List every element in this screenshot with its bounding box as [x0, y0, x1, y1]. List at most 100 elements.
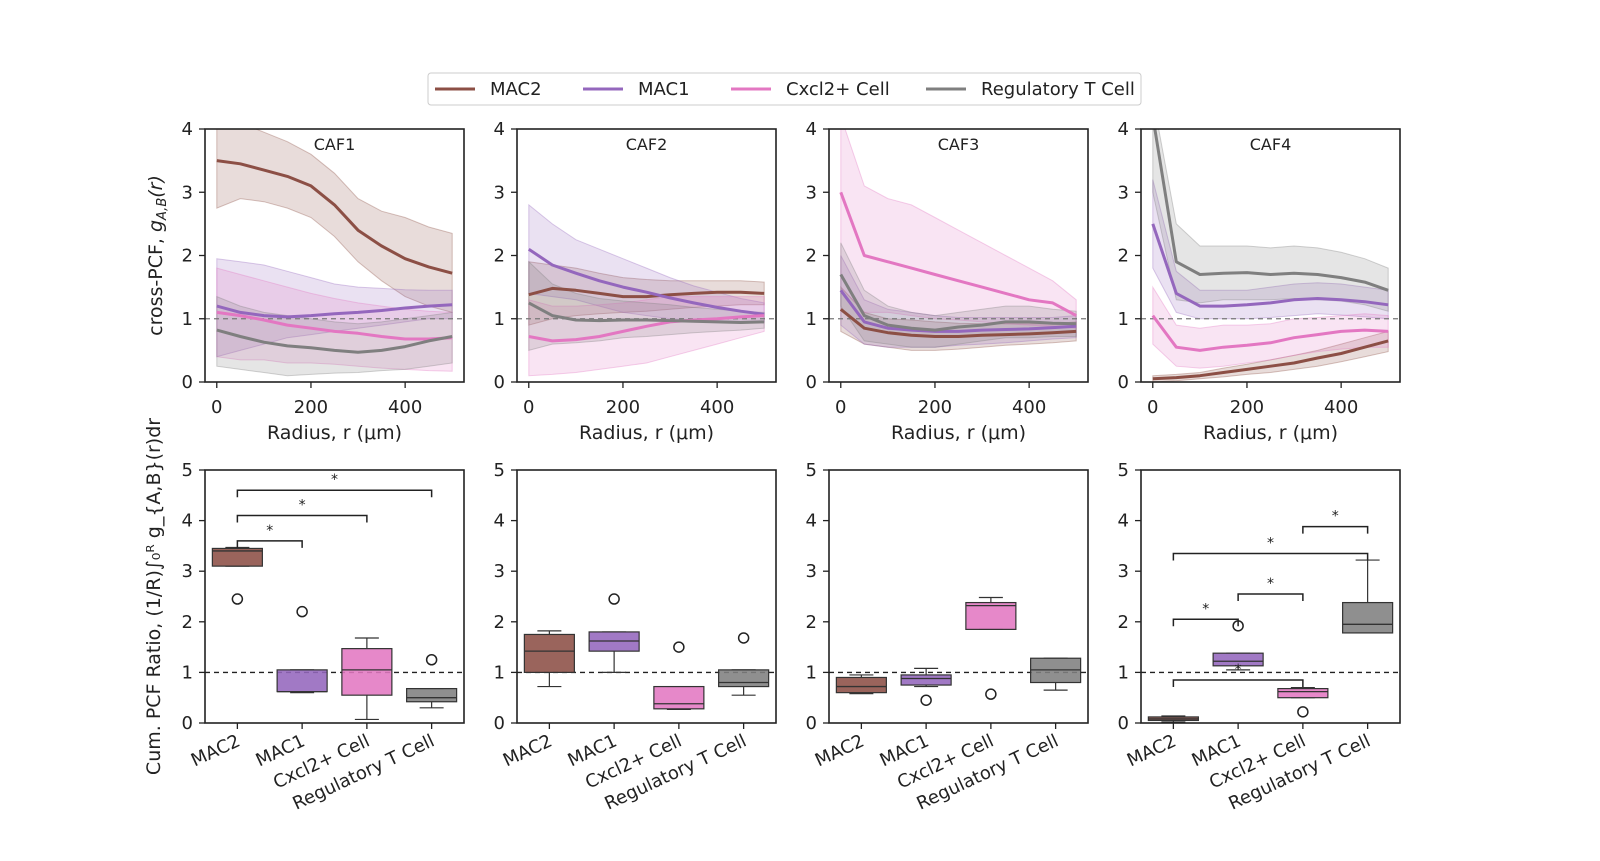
x-tick-label: 400: [1012, 397, 1046, 418]
legend-label-0: MAC2: [490, 79, 542, 100]
line-mac2: [216, 159, 453, 275]
x-axis-label: Radius, r (μm): [891, 422, 1026, 444]
y-tick-label: 3: [1118, 182, 1129, 203]
box-regulatory-t-cell: [718, 632, 770, 696]
box-regulatory-t-cell: [1342, 559, 1394, 634]
x-tick-label: MAC2: [1124, 730, 1180, 771]
y-tick-label: 5: [806, 460, 817, 481]
line-mac2: [528, 286, 765, 299]
panel-title: CAF2: [626, 135, 668, 154]
line-regulatory-t-cell: [216, 328, 453, 354]
y-tick-label: 0: [1118, 713, 1129, 734]
x-tick-label: 200: [1230, 397, 1264, 418]
outlier: [737, 632, 750, 644]
legend-label-3: Regulatory T Cell: [981, 79, 1135, 100]
panel-frame: [1140, 128, 1401, 383]
band-cxcl2-cell: [840, 129, 1077, 329]
x-tick-label: 400: [388, 397, 422, 418]
x-tick-label: 0: [211, 397, 222, 418]
x-tick-label: 0: [1147, 397, 1158, 418]
legend-label-1: MAC1: [638, 79, 690, 100]
panel-pcf-1: 0 200 400 Radius, r (μm) CAF1 cross-PCF, gA,B…: [145, 119, 465, 444]
outlier: [1297, 706, 1309, 718]
y-tick-label: 4: [1118, 511, 1129, 532]
panel-frame: [1140, 469, 1401, 724]
y-tick-label: 1: [494, 662, 505, 683]
legend-label-2: Cxcl2+ Cell: [786, 79, 890, 100]
box-iqr: [406, 687, 458, 703]
y-tick-label: 4: [1118, 119, 1129, 140]
panel-pcf-2: 0 200 400 Radius, r (μm) CAF2 0 1 2 3 4: [494, 119, 777, 444]
x-axis-label: Radius, r (μm): [1203, 422, 1338, 444]
x-tick-label: 200: [918, 397, 952, 418]
panel-pcf-3: 0 200 400 Radius, r (μm) CAF3 0 1 2 3 4: [806, 119, 1089, 444]
line-regulatory-t-cell: [528, 301, 765, 324]
band-regulatory-t-cell: [528, 260, 765, 352]
panel-plot-area: [1141, 129, 1400, 382]
significance-star: *: [266, 523, 273, 539]
y-tick-label: 4: [494, 511, 505, 532]
band-mac1: [840, 255, 1077, 348]
y-tick-label: 3: [494, 561, 505, 582]
panel-frame: [516, 469, 777, 724]
y-tick-label: 2: [182, 612, 193, 633]
x-axis-label: Radius, r (μm): [579, 422, 714, 444]
x-tick-label: MAC2: [812, 730, 868, 771]
x-axis-label: Radius, r (μm): [267, 422, 402, 444]
panel-plot-area: [517, 203, 776, 377]
box-cxcl2-cell: [341, 637, 393, 721]
box-iqr: [1277, 687, 1329, 699]
outlier: [673, 641, 685, 653]
y-tick-label: 5: [182, 460, 193, 481]
box-mac2: [1147, 715, 1199, 723]
significance-bracket: [1172, 679, 1304, 687]
box-cxcl2-cell: [1277, 686, 1329, 718]
y-tick-label: 0: [1118, 372, 1129, 393]
x-tick-label: 400: [700, 397, 734, 418]
y-axis-label: cross-PCF, gA,B(r): [145, 175, 170, 336]
panel-title: CAF4: [1250, 135, 1292, 154]
box-mac1: [1212, 620, 1264, 671]
box-iqr: [1212, 652, 1264, 667]
y-tick-label: 1: [494, 309, 505, 330]
box-mac1: [900, 667, 952, 706]
y-tick-label: 1: [806, 309, 817, 330]
y-tick-label: 3: [806, 182, 817, 203]
panel-frame: [828, 128, 1089, 383]
panel-frame: [828, 469, 1089, 724]
significance-bracket: [1172, 618, 1239, 627]
significance-star: *: [1267, 576, 1274, 592]
y-tick-label: 3: [1118, 561, 1129, 582]
significance-star: *: [1332, 509, 1339, 525]
x-tick-label: 0: [523, 397, 534, 418]
y-tick-label: 1: [182, 662, 193, 683]
outlier: [231, 593, 244, 605]
y-tick-label: 3: [806, 561, 817, 582]
band-regulatory-t-cell: [1152, 129, 1389, 312]
outlier: [985, 688, 997, 700]
y-tick-label: 1: [1118, 309, 1129, 330]
y-tick-label: 0: [182, 713, 193, 734]
significance-star: *: [299, 498, 306, 514]
x-tick-label: 400: [1324, 397, 1358, 418]
y-tick-label: 3: [182, 182, 193, 203]
panel-frame: [204, 469, 465, 724]
significance-bracket: [1237, 593, 1304, 601]
box-mac2: [523, 630, 575, 688]
line-mac1: [527, 247, 765, 316]
y-tick-label: 4: [182, 511, 193, 532]
significance-bracket: [236, 489, 433, 498]
y-axis-label: Cum. PCF Ratio, (1/R)∫₀ᴿ g_{A,B}(r)dr: [143, 418, 165, 775]
significance-bracket: [1172, 552, 1369, 561]
box-mac2: [835, 674, 887, 695]
outlier: [425, 654, 438, 666]
y-tick-label: 1: [1118, 662, 1129, 683]
y-tick-label: 4: [806, 119, 817, 140]
box-iqr: [341, 648, 393, 696]
y-tick-label: 0: [182, 372, 193, 393]
